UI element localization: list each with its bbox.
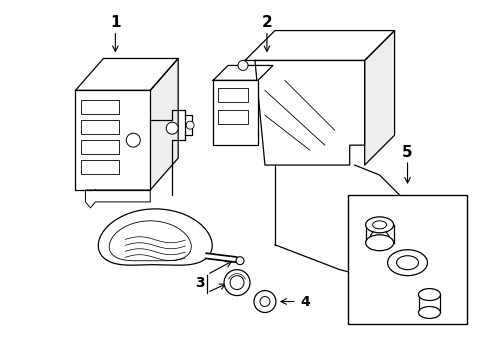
Polygon shape <box>150 58 178 190</box>
Bar <box>75 90 150 190</box>
Polygon shape <box>418 294 440 312</box>
Polygon shape <box>213 66 272 80</box>
Ellipse shape <box>396 256 418 270</box>
Ellipse shape <box>238 60 247 71</box>
Ellipse shape <box>365 235 393 251</box>
Bar <box>81 120 119 134</box>
Ellipse shape <box>186 121 194 129</box>
Text: 5: 5 <box>402 145 412 159</box>
Bar <box>81 140 119 154</box>
Polygon shape <box>85 190 150 208</box>
Bar <box>213 80 258 145</box>
Ellipse shape <box>126 133 140 147</box>
Polygon shape <box>365 225 393 243</box>
Ellipse shape <box>387 250 427 276</box>
Polygon shape <box>364 31 394 165</box>
Text: 2: 2 <box>261 15 272 30</box>
Ellipse shape <box>224 270 249 296</box>
Text: 4: 4 <box>300 294 310 309</box>
Ellipse shape <box>229 276 244 289</box>
Ellipse shape <box>372 221 386 229</box>
Ellipse shape <box>166 122 178 134</box>
Bar <box>218 88 247 102</box>
Bar <box>81 160 119 174</box>
Ellipse shape <box>418 306 440 319</box>
Bar <box>218 110 247 124</box>
Text: 3: 3 <box>195 276 204 289</box>
Polygon shape <box>98 209 212 265</box>
Ellipse shape <box>365 217 393 233</box>
Bar <box>347 195 467 324</box>
Ellipse shape <box>253 291 275 312</box>
Polygon shape <box>75 58 178 90</box>
Text: 1: 1 <box>110 15 121 30</box>
Ellipse shape <box>260 297 269 306</box>
Bar <box>81 100 119 114</box>
Polygon shape <box>244 31 394 60</box>
Ellipse shape <box>418 289 440 301</box>
Ellipse shape <box>236 257 244 265</box>
Ellipse shape <box>369 230 389 250</box>
Polygon shape <box>254 60 364 165</box>
